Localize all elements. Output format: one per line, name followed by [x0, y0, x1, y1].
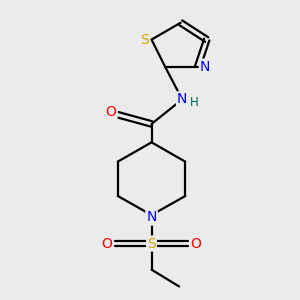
Text: N: N: [177, 92, 188, 106]
Text: H: H: [190, 96, 199, 109]
Text: O: O: [102, 236, 112, 250]
Text: N: N: [146, 211, 157, 224]
Text: S: S: [147, 236, 156, 250]
Text: O: O: [106, 105, 116, 119]
Text: N: N: [200, 60, 210, 74]
Text: O: O: [190, 236, 201, 250]
Text: S: S: [140, 33, 149, 46]
